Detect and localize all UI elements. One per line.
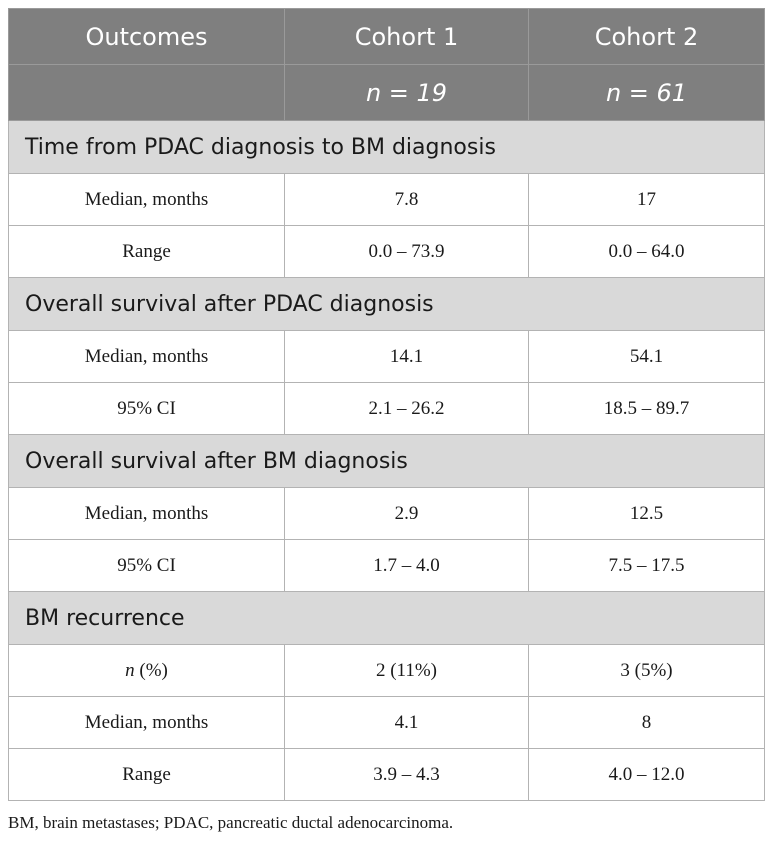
header-n-row: n = 19 n = 61 xyxy=(8,64,765,121)
table-row: 95% CI 2.1 – 26.2 18.5 – 89.7 xyxy=(8,382,765,435)
cohort-1-value: 1.7 – 4.0 xyxy=(284,539,529,592)
n-label-rest: (%) xyxy=(134,659,168,681)
cohort-2-value: 54.1 xyxy=(528,330,765,383)
cohort-1-value: 2 (11%) xyxy=(284,644,529,697)
table-row: Range 0.0 – 73.9 0.0 – 64.0 xyxy=(8,225,765,278)
section-row: Time from PDAC diagnosis to BM diagnosis xyxy=(8,120,765,174)
cohort-2-value: 12.5 xyxy=(528,487,765,540)
section-title: Time from PDAC diagnosis to BM diagnosis xyxy=(8,120,765,174)
row-label: Range xyxy=(8,225,285,278)
cohort-1-value: 4.1 xyxy=(284,696,529,749)
section-title: BM recurrence xyxy=(8,591,765,645)
table-row: Median, months 4.1 8 xyxy=(8,696,765,749)
outcomes-table: Outcomes Cohort 1 Cohort 2 n = 19 n = 61… xyxy=(8,8,765,801)
row-label: Median, months xyxy=(8,696,285,749)
table-row: n (%) 2 (11%) 3 (5%) xyxy=(8,644,765,697)
header-outcomes: Outcomes xyxy=(8,8,285,65)
header-cohort-1: Cohort 1 xyxy=(284,8,529,65)
cohort-2-value: 0.0 – 64.0 xyxy=(528,225,765,278)
row-label: Median, months xyxy=(8,330,285,383)
cohort-1-value: 14.1 xyxy=(284,330,529,383)
row-label: 95% CI xyxy=(8,539,285,592)
header-cohort-2: Cohort 2 xyxy=(528,8,765,65)
cohort-1-value: 7.8 xyxy=(284,173,529,226)
row-label: 95% CI xyxy=(8,382,285,435)
section-row: BM recurrence xyxy=(8,591,765,645)
table-row: 95% CI 1.7 – 4.0 7.5 – 17.5 xyxy=(8,539,765,592)
row-label: Range xyxy=(8,748,285,801)
cohort-2-value: 3 (5%) xyxy=(528,644,765,697)
header-n-cohort-1: n = 19 xyxy=(284,64,529,121)
table-row: Median, months 7.8 17 xyxy=(8,173,765,226)
cohort-2-value: 7.5 – 17.5 xyxy=(528,539,765,592)
section-title: Overall survival after BM diagnosis xyxy=(8,434,765,488)
table-row: Median, months 14.1 54.1 xyxy=(8,330,765,383)
header-row: Outcomes Cohort 1 Cohort 2 xyxy=(8,8,765,65)
table-row: Range 3.9 – 4.3 4.0 – 12.0 xyxy=(8,748,765,801)
row-label: n (%) xyxy=(8,644,285,697)
cohort-1-value: 2.1 – 26.2 xyxy=(284,382,529,435)
n-label-italic: n xyxy=(125,659,135,681)
cohort-1-value: 3.9 – 4.3 xyxy=(284,748,529,801)
cohort-2-value: 17 xyxy=(528,173,765,226)
section-title: Overall survival after PDAC diagnosis xyxy=(8,277,765,331)
table-row: Median, months 2.9 12.5 xyxy=(8,487,765,540)
cohort-2-value: 4.0 – 12.0 xyxy=(528,748,765,801)
cohort-2-value: 8 xyxy=(528,696,765,749)
section-row: Overall survival after PDAC diagnosis xyxy=(8,277,765,331)
cohort-1-value: 0.0 – 73.9 xyxy=(284,225,529,278)
header-n-empty xyxy=(8,64,285,121)
section-row: Overall survival after BM diagnosis xyxy=(8,434,765,488)
cohort-2-value: 18.5 – 89.7 xyxy=(528,382,765,435)
row-label: Median, months xyxy=(8,173,285,226)
cohort-1-value: 2.9 xyxy=(284,487,529,540)
row-label: Median, months xyxy=(8,487,285,540)
table-footnote: BM, brain metastases; PDAC, pancreatic d… xyxy=(8,813,454,832)
header-n-cohort-2: n = 61 xyxy=(528,64,765,121)
